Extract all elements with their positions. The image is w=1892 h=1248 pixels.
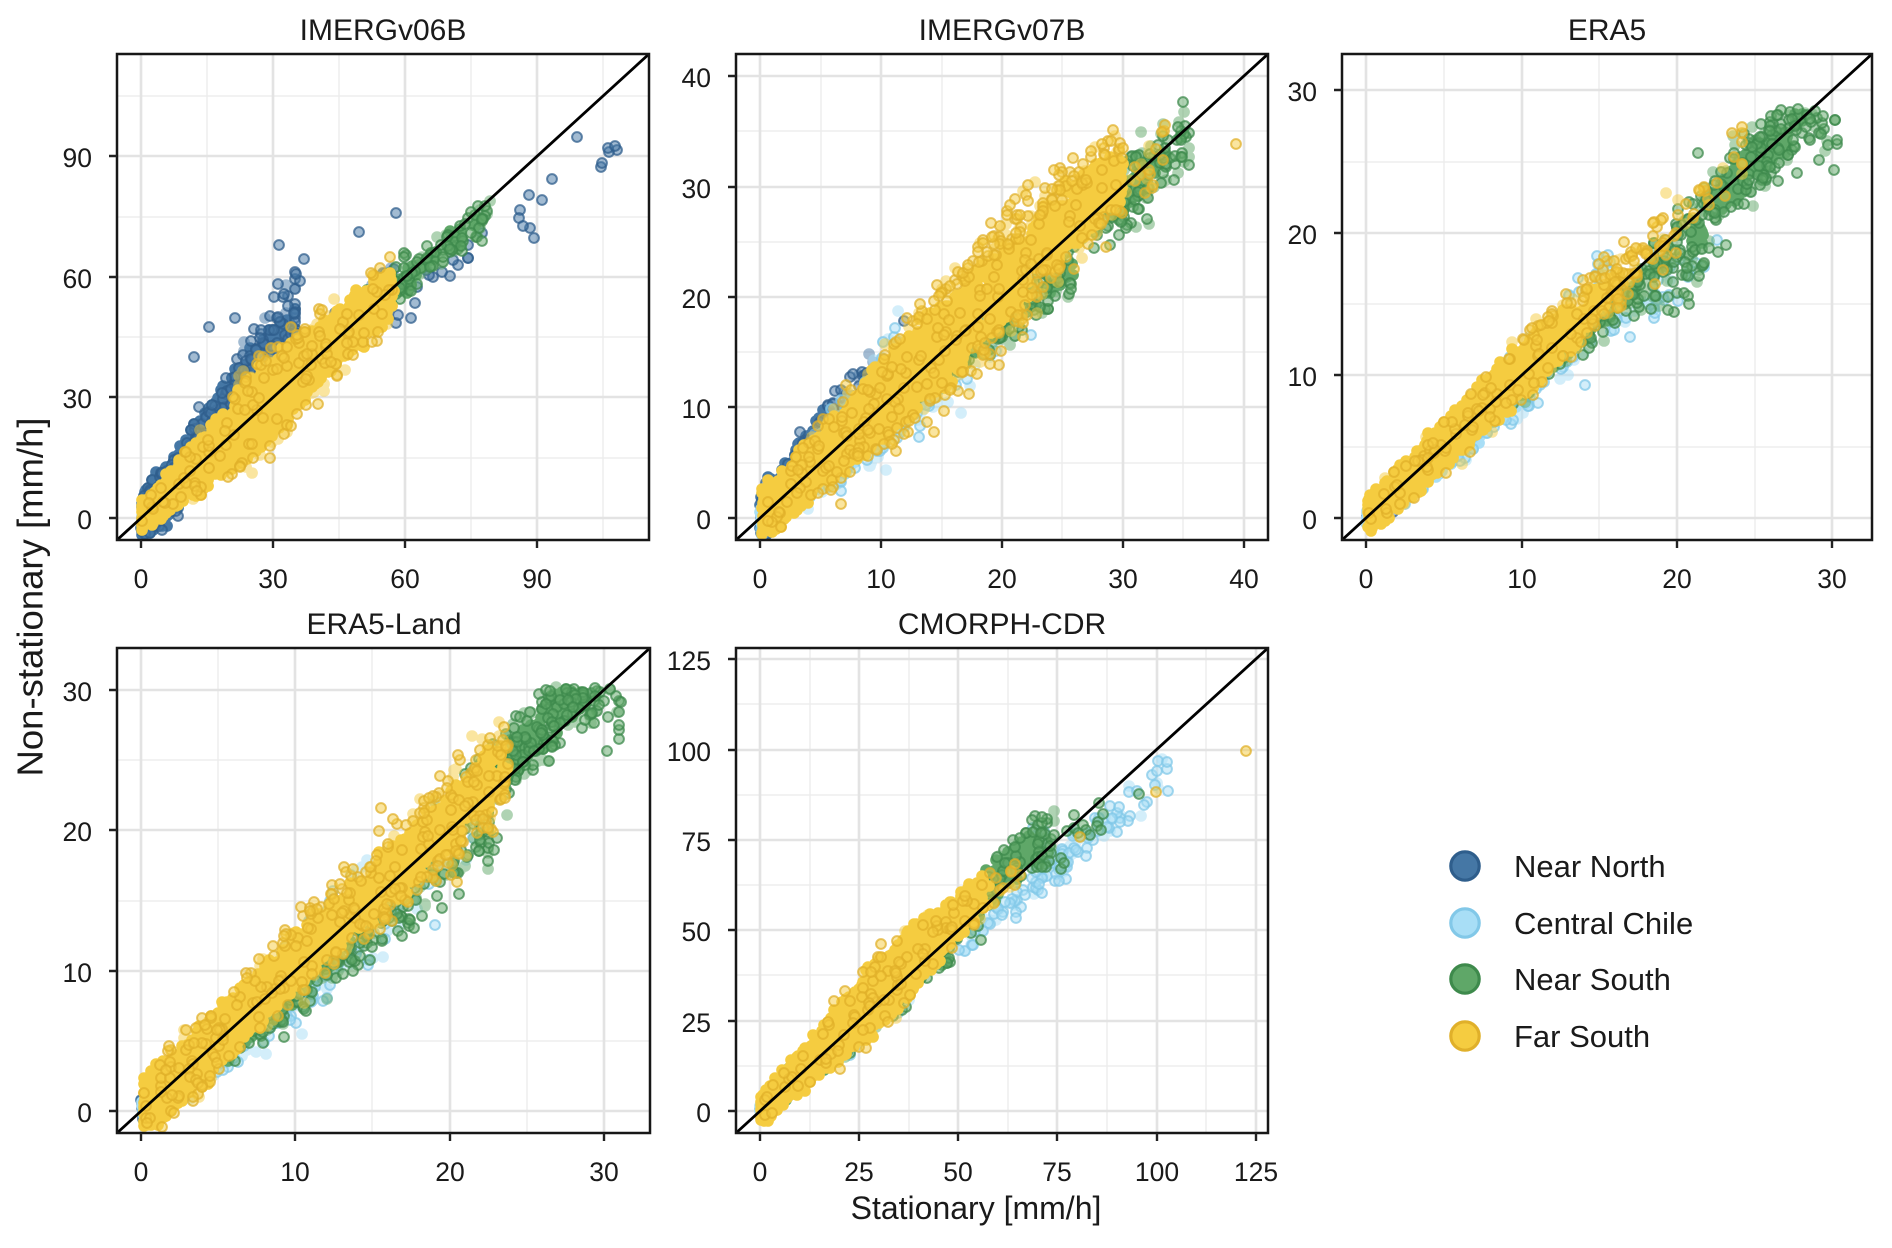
svg-text:Near South: Near South: [1514, 962, 1671, 997]
svg-text:30: 30: [258, 564, 287, 594]
svg-text:Central Chile: Central Chile: [1514, 906, 1693, 941]
svg-text:125: 125: [667, 646, 711, 676]
svg-text:20: 20: [682, 284, 711, 314]
svg-text:10: 10: [1507, 564, 1536, 594]
svg-text:90: 90: [522, 564, 551, 594]
svg-text:75: 75: [1042, 1157, 1071, 1187]
svg-text:30: 30: [589, 1157, 618, 1187]
svg-text:50: 50: [943, 1157, 972, 1187]
svg-text:60: 60: [390, 564, 419, 594]
svg-text:0: 0: [1302, 505, 1317, 535]
svg-text:Stationary [mm/h]: Stationary [mm/h]: [851, 1190, 1102, 1226]
svg-text:30: 30: [682, 174, 711, 204]
svg-text:20: 20: [1288, 220, 1317, 250]
svg-text:0: 0: [753, 1157, 768, 1187]
svg-text:Non-stationary [mm/h]: Non-stationary [mm/h]: [10, 417, 51, 776]
svg-text:30: 30: [63, 677, 92, 707]
svg-text:30: 30: [63, 384, 92, 414]
svg-text:0: 0: [77, 1098, 92, 1128]
svg-text:30: 30: [1817, 564, 1846, 594]
svg-text:100: 100: [667, 737, 711, 767]
svg-text:ERA5: ERA5: [1568, 14, 1646, 47]
svg-text:IMERGv06B: IMERGv06B: [300, 14, 467, 47]
svg-text:IMERGv07B: IMERGv07B: [919, 14, 1086, 47]
svg-text:20: 20: [987, 564, 1016, 594]
svg-text:Far South: Far South: [1514, 1019, 1650, 1054]
svg-text:10: 10: [1288, 362, 1317, 392]
svg-text:125: 125: [1234, 1157, 1278, 1187]
svg-text:0: 0: [696, 505, 711, 535]
svg-text:25: 25: [844, 1157, 873, 1187]
svg-text:10: 10: [280, 1157, 309, 1187]
svg-text:30: 30: [1108, 564, 1137, 594]
svg-text:10: 10: [866, 564, 895, 594]
svg-text:0: 0: [77, 505, 92, 535]
svg-text:0: 0: [753, 564, 768, 594]
svg-text:20: 20: [63, 817, 92, 847]
svg-text:ERA5-Land: ERA5-Land: [306, 608, 461, 641]
svg-text:0: 0: [696, 1098, 711, 1128]
svg-text:Near North: Near North: [1514, 849, 1666, 884]
svg-text:90: 90: [63, 143, 92, 173]
svg-text:0: 0: [1359, 564, 1374, 594]
svg-text:75: 75: [682, 827, 711, 857]
svg-text:100: 100: [1135, 1157, 1179, 1187]
svg-text:60: 60: [63, 264, 92, 294]
svg-text:30: 30: [1288, 77, 1317, 107]
svg-text:10: 10: [682, 394, 711, 424]
svg-text:10: 10: [63, 958, 92, 988]
svg-text:CMORPH-CDR: CMORPH-CDR: [898, 608, 1106, 641]
svg-text:20: 20: [435, 1157, 464, 1187]
svg-text:40: 40: [682, 63, 711, 93]
svg-text:20: 20: [1662, 564, 1691, 594]
svg-text:40: 40: [1229, 564, 1258, 594]
svg-text:25: 25: [682, 1008, 711, 1038]
svg-text:0: 0: [134, 1157, 149, 1187]
svg-text:50: 50: [682, 917, 711, 947]
svg-text:0: 0: [134, 564, 149, 594]
